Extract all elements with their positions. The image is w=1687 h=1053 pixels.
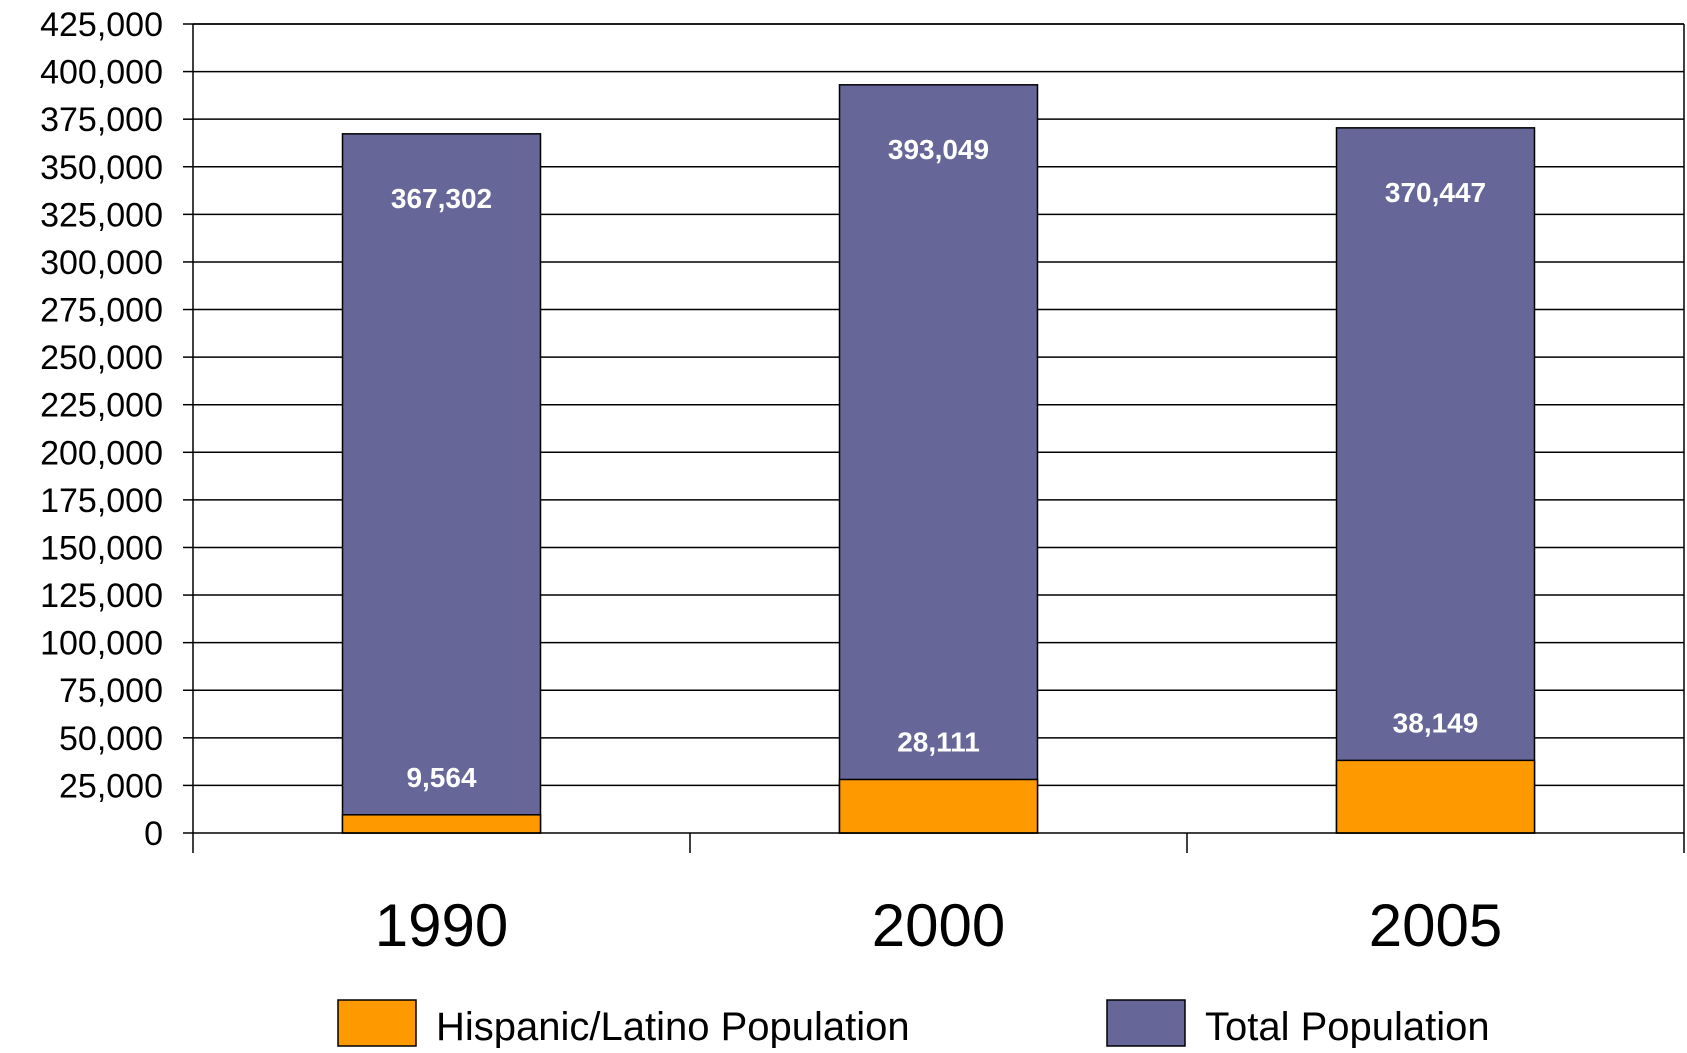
x-axis: 1990 2000 2005: [192, 832, 1685, 959]
y-tick-label: 425,000: [40, 6, 163, 44]
y-tick-label: 225,000: [40, 387, 163, 425]
y-tick-label: 375,000: [40, 101, 163, 139]
bar-hispanic-population-2005: [1335, 759, 1536, 834]
data-label-hispanic-1990: 9,564: [406, 762, 476, 793]
bar-total-population-2000: [838, 84, 1039, 834]
legend: Hispanic/Latino Population Total Populati…: [337, 999, 1490, 1049]
data-label-total-2000: 393,049: [888, 134, 989, 165]
legend-label-hispanic: Hispanic/Latino Population: [436, 1005, 910, 1048]
legend-swatch-total: [1106, 999, 1186, 1047]
legend-swatch-hispanic: [337, 999, 417, 1047]
y-tick-label: 400,000: [40, 54, 163, 92]
bar-total-population-2005: [1335, 127, 1536, 834]
y-tick-label: 25,000: [59, 767, 163, 805]
x-tick-label-2005: 2005: [1369, 892, 1502, 959]
data-label-total-1990: 367,302: [391, 183, 492, 214]
legend-label-total: Total Population: [1205, 1005, 1490, 1048]
y-tick-label: 350,000: [40, 149, 163, 187]
y-axis: 0 25,000 50,000 75,000 100,000 125,000 150,000…: [40, 6, 194, 853]
y-tick-label: 150,000: [40, 529, 163, 567]
data-label-total-2005: 370,447: [1385, 177, 1486, 208]
y-tick-label: 200,000: [40, 434, 163, 472]
y-tick-label: 250,000: [40, 339, 163, 377]
y-tick-label: 125,000: [40, 577, 163, 615]
y-tick-label: 325,000: [40, 196, 163, 234]
bars: [341, 84, 1536, 834]
bar-hispanic-population-1990: [341, 814, 542, 834]
y-tick-label: 275,000: [40, 292, 163, 330]
y-tick-label: 175,000: [40, 482, 163, 520]
x-tick-label-1990: 1990: [375, 892, 508, 959]
data-labels: 367,302 9,564 393,049 28,111 370,447 38,149: [391, 134, 1486, 793]
y-tick-label: 300,000: [40, 244, 163, 282]
y-tick-label: 75,000: [59, 672, 163, 710]
bar-total-population-1990: [341, 133, 542, 834]
data-label-hispanic-2005: 38,149: [1393, 707, 1479, 738]
y-tick-label: 100,000: [40, 625, 163, 663]
bar-hispanic-population-2000: [838, 778, 1039, 834]
y-tick-label: 0: [144, 815, 163, 853]
x-tick-label-2000: 2000: [872, 892, 1005, 959]
y-tick-label: 50,000: [59, 720, 163, 758]
data-label-hispanic-2000: 28,111: [897, 726, 980, 757]
